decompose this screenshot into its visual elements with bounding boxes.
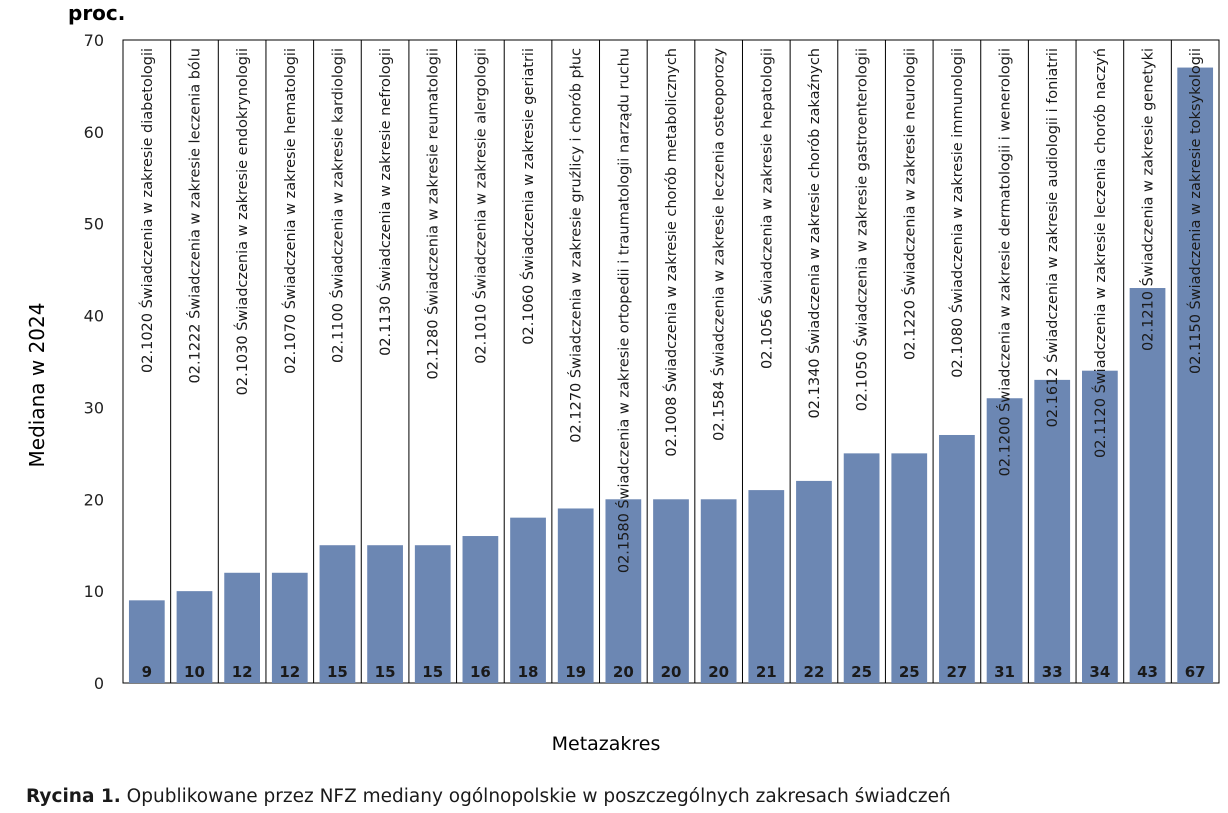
- bar-chart: proc. Mediana w 2024 Metazakres 0 10 20 30 4…: [25, 1, 1220, 755]
- category-label: 02.1222 Świadczenia w zakresie leczenia …: [185, 48, 203, 383]
- bar: [367, 545, 403, 683]
- bar: [605, 499, 642, 683]
- bar: [1129, 288, 1166, 683]
- bar: [176, 591, 213, 683]
- category-label: 02.1030 Świadczenia w zakresie endokryno…: [233, 48, 251, 395]
- data-label: 12: [232, 663, 253, 681]
- bar: [748, 490, 785, 683]
- bar: [557, 508, 594, 683]
- category-label: 02.1612 Świadczenia w zakresie audiologi…: [1043, 48, 1061, 427]
- y-axis-ticks: 0 10 20 30 40 50 60 70: [84, 31, 104, 693]
- bar: [128, 600, 165, 683]
- data-label: 25: [851, 663, 872, 681]
- y-tick-label: 10: [84, 582, 104, 601]
- data-label: 20: [708, 663, 729, 681]
- bar: [796, 480, 832, 683]
- data-label: 15: [422, 663, 443, 681]
- data-label: 33: [1042, 663, 1063, 681]
- data-label: 27: [946, 663, 967, 681]
- bar: [843, 453, 880, 683]
- category-label: 02.1210 Świadczenia w zakresie genetyki: [1139, 48, 1157, 351]
- data-label: 20: [613, 663, 634, 681]
- category-label: 02.1056 Świadczenia w zakresie hepatolog…: [757, 48, 775, 369]
- category-label: 02.1200 Świadczenia w zakresie dermatolo…: [996, 48, 1014, 476]
- bar: [700, 499, 737, 683]
- y-axis-label: Mediana w 2024: [25, 303, 49, 468]
- category-label: 02.1060 Świadczenia w zakresie geriatrii: [519, 48, 537, 345]
- category-label: 02.1220 Świadczenia w zakresie neurologi…: [900, 48, 918, 360]
- category-label: 02.1008 Świadczenia w zakresie chorób me…: [662, 48, 680, 457]
- unit-label: proc.: [68, 1, 125, 25]
- data-label: 15: [327, 663, 348, 681]
- caption-text: Opublikowane przez NFZ mediany ogólnopol…: [126, 786, 951, 807]
- data-label: 9: [142, 663, 152, 681]
- data-label: 16: [470, 663, 491, 681]
- category-label: 02.1580 Świadczenia w zakresie ortopedii…: [614, 48, 632, 573]
- data-label: 19: [565, 663, 586, 681]
- y-tick-label: 30: [84, 398, 104, 417]
- bar: [271, 572, 308, 683]
- category-label: 02.1010 Świadczenia w zakresie alergolog…: [471, 48, 489, 364]
- data-label: 34: [1089, 663, 1110, 681]
- bar: [224, 572, 260, 683]
- bar: [510, 517, 546, 683]
- category-label: 02.1130 Świadczenia w zakresie nefrologi…: [376, 48, 394, 356]
- category-label: 02.1080 Świadczenia w zakresie immunolog…: [948, 48, 966, 378]
- bar: [414, 545, 451, 683]
- y-tick-label: 50: [84, 215, 104, 234]
- x-axis-label: Metazakres: [552, 733, 661, 755]
- category-label: 02.1050 Świadczenia w zakresie gastroent…: [853, 48, 871, 411]
- bar: [1082, 370, 1118, 683]
- category-label: 02.1070 Świadczenia w zakresie hematolog…: [281, 48, 299, 374]
- caption-label: Rycina 1.: [26, 786, 121, 807]
- bar: [1177, 67, 1214, 684]
- figure-caption: Rycina 1. Opublikowane przez NFZ mediany…: [26, 786, 951, 807]
- y-tick-label: 20: [84, 490, 104, 509]
- bar: [319, 545, 356, 683]
- category-label: 02.1020 Świadczenia w zakresie diabetolo…: [138, 48, 156, 373]
- data-label: 67: [1185, 663, 1206, 681]
- category-label: 02.1340 Świadczenia w zakresie chorób za…: [805, 48, 823, 418]
- y-tick-label: 40: [84, 307, 104, 326]
- data-label: 10: [184, 663, 205, 681]
- y-tick-label: 60: [84, 123, 104, 142]
- category-label: 02.1280 Świadczenia w zakresie reumatolo…: [424, 48, 442, 380]
- category-label: 02.1270 Świadczenia w zakresie gruźlicy …: [567, 48, 585, 443]
- data-label: 31: [994, 663, 1015, 681]
- data-label: 18: [518, 663, 539, 681]
- category-label: 02.1100 Świadczenia w zakresie kardiolog…: [328, 48, 346, 363]
- data-label: 12: [279, 663, 300, 681]
- data-label: 25: [899, 663, 920, 681]
- category-label: 02.1150 Świadczenia w zakresie toksykolo…: [1186, 48, 1204, 374]
- bar: [462, 536, 499, 683]
- data-label: 43: [1137, 663, 1158, 681]
- y-tick-label: 70: [84, 31, 104, 50]
- bar: [986, 398, 1023, 683]
- bar: [939, 434, 975, 683]
- category-label: 02.1584 Świadczenia w zakresie leczenia …: [710, 48, 728, 441]
- y-tick-label: 0: [94, 674, 104, 693]
- data-label: 20: [661, 663, 682, 681]
- category-label: 02.1120 Świadczenia w zakresie leczenia …: [1091, 48, 1109, 458]
- data-label: 22: [804, 663, 825, 681]
- data-label: 15: [375, 663, 396, 681]
- bar: [891, 453, 928, 683]
- bar: [1034, 379, 1071, 683]
- plot-area: 02.1020 Świadczenia w zakresie diabetolo…: [122, 39, 1220, 684]
- bar: [653, 499, 689, 683]
- data-label: 21: [756, 663, 777, 681]
